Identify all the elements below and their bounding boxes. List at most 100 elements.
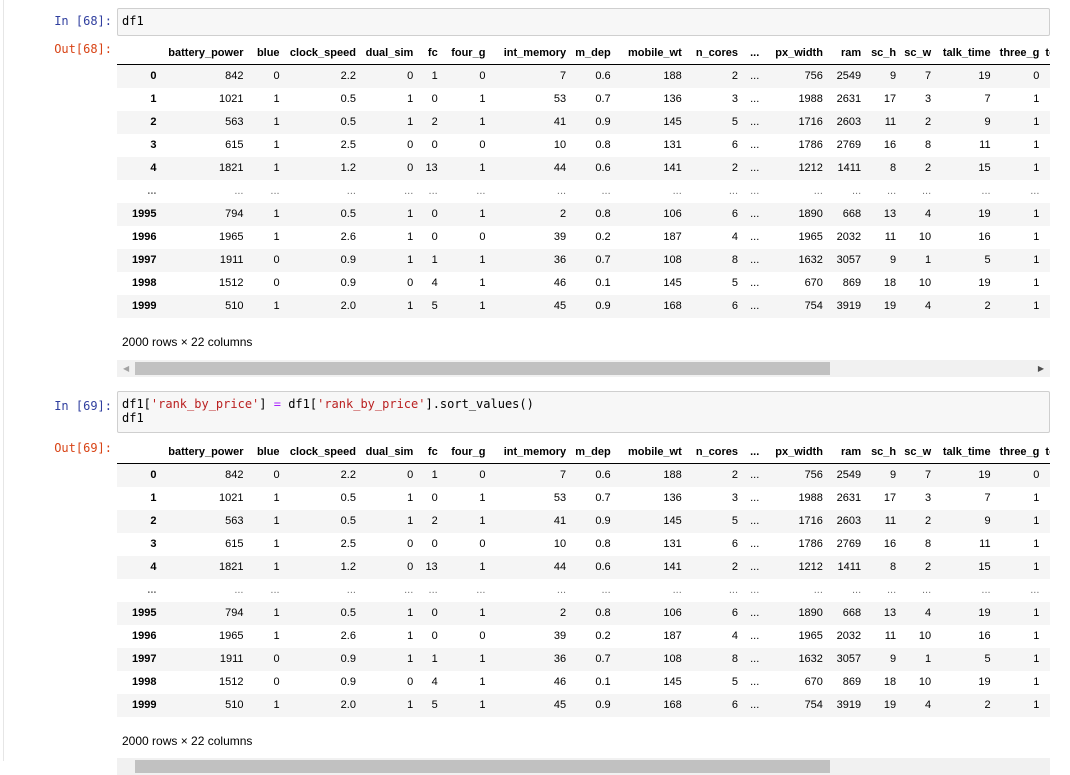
table-cell: ... bbox=[981, 584, 991, 596]
column-header: m_dep bbox=[575, 47, 611, 59]
scroll-right-icon[interactable]: ▶ bbox=[1037, 364, 1044, 373]
row-index: 1995 bbox=[131, 607, 157, 619]
table-cell: 0.8 bbox=[595, 538, 611, 550]
table-cell: 1 bbox=[407, 607, 414, 619]
table-cell: 1890 bbox=[798, 208, 823, 220]
table-cell: 2 bbox=[925, 116, 932, 128]
table-cell: 0.9 bbox=[595, 699, 611, 711]
table-cell: 0.9 bbox=[340, 676, 356, 688]
table-cell: 4 bbox=[925, 300, 932, 312]
table-cell: 2603 bbox=[836, 515, 862, 527]
output-prompt: Out[68]: bbox=[54, 42, 112, 56]
table-cell: 1 bbox=[1033, 699, 1040, 711]
scrollbar-thumb[interactable] bbox=[135, 362, 830, 375]
table-cell: 0.7 bbox=[595, 492, 611, 504]
table-cell: 0 bbox=[479, 139, 486, 151]
table-cell: 0 bbox=[479, 538, 486, 550]
table-cell: 10 bbox=[553, 139, 567, 151]
table-cell: 0.8 bbox=[595, 139, 611, 151]
code-token: = bbox=[273, 397, 281, 411]
table-cell: 1 bbox=[479, 699, 486, 711]
code-token: ] bbox=[259, 397, 274, 411]
table-cell: 108 bbox=[663, 653, 682, 665]
table-cell: 1890 bbox=[798, 607, 823, 619]
scroll-left-icon[interactable]: ◀ bbox=[123, 364, 130, 373]
table-cell: 2769 bbox=[836, 139, 862, 151]
table-cell: 5 bbox=[731, 116, 739, 128]
table-cell: 11 bbox=[979, 538, 991, 550]
table-cell: 7 bbox=[984, 492, 991, 504]
scrollbar-thumb[interactable] bbox=[135, 760, 830, 773]
code-token: df1 bbox=[122, 411, 144, 425]
table-cell: 1 bbox=[273, 93, 280, 105]
column-header: sc_w bbox=[904, 47, 932, 59]
table-cell: 8 bbox=[731, 653, 739, 665]
code-input[interactable]: df1['rank_by_price'] = df1['rank_by_pric… bbox=[117, 391, 1050, 433]
table-cell: 16 bbox=[978, 231, 991, 243]
table-cell: 13 bbox=[425, 162, 438, 174]
table-cell: 1632 bbox=[798, 653, 823, 665]
horizontal-scrollbar[interactable]: ◀ ▶ bbox=[117, 360, 1050, 377]
column-header: sc_h bbox=[871, 446, 897, 458]
table-cell: ... bbox=[886, 584, 897, 596]
column-header: int_memory bbox=[503, 446, 567, 458]
table-cell: ... bbox=[750, 630, 760, 642]
code-input[interactable]: df1 bbox=[117, 8, 1050, 36]
table-cell: 1021 bbox=[219, 492, 244, 504]
table-cell: 1 bbox=[273, 492, 280, 504]
table-cell: 131 bbox=[663, 538, 682, 550]
column-header: fc bbox=[427, 446, 438, 458]
table-cell: 668 bbox=[842, 208, 862, 220]
table-cell: 145 bbox=[663, 277, 682, 289]
table-cell: 7 bbox=[925, 469, 932, 481]
table-cell: 2 bbox=[731, 469, 739, 481]
table-cell: 10 bbox=[918, 277, 932, 289]
column-header: n_cores bbox=[695, 47, 739, 59]
column-header: clock_speed bbox=[289, 446, 356, 458]
table-cell: ... bbox=[750, 676, 760, 688]
table-cell: 0 bbox=[431, 492, 438, 504]
table-cell: 1 bbox=[407, 699, 414, 711]
table-cell: 0.5 bbox=[340, 93, 356, 105]
table-cell: 18 bbox=[883, 676, 897, 688]
table-cell: 1 bbox=[1033, 254, 1040, 266]
table-cell: 1512 bbox=[219, 676, 244, 688]
table-cell: 0 bbox=[431, 630, 438, 642]
row-index: 0 bbox=[150, 469, 157, 481]
table-cell: 2 bbox=[559, 607, 567, 619]
table-cell: 1212 bbox=[798, 162, 823, 174]
table-cell: 136 bbox=[663, 93, 682, 105]
table-cell: 9 bbox=[890, 254, 897, 266]
table-cell: 1716 bbox=[798, 116, 823, 128]
table-cell: 1786 bbox=[798, 139, 823, 151]
table-cell: 106 bbox=[663, 607, 682, 619]
code-token: 'rank_by_price' bbox=[317, 397, 426, 411]
table-cell: 0.1 bbox=[595, 676, 611, 688]
column-header: blue bbox=[256, 446, 280, 458]
table-cell: 1716 bbox=[798, 515, 823, 527]
table-cell: 0.5 bbox=[340, 515, 356, 527]
table-cell: 510 bbox=[225, 300, 244, 312]
table-cell: ... bbox=[886, 185, 897, 197]
table-cell: 4 bbox=[925, 208, 932, 220]
table-cell: 0.7 bbox=[595, 653, 611, 665]
table-cell: 0 bbox=[431, 607, 438, 619]
table-cell: 1 bbox=[1033, 300, 1040, 312]
table-cell: 2 bbox=[559, 208, 567, 220]
table-cell: 1 bbox=[273, 231, 280, 243]
table-cell: 1 bbox=[273, 208, 280, 220]
table-cell: 794 bbox=[225, 607, 244, 619]
table-cell: ... bbox=[851, 185, 862, 197]
table-cell: 8 bbox=[890, 162, 897, 174]
table-cell: ... bbox=[1030, 584, 1040, 596]
table-cell: 1 bbox=[1033, 561, 1040, 573]
table-cell: ... bbox=[750, 699, 760, 711]
column-header: mobile_wt bbox=[627, 446, 682, 458]
table-cell: 1 bbox=[1042, 694, 1050, 717]
